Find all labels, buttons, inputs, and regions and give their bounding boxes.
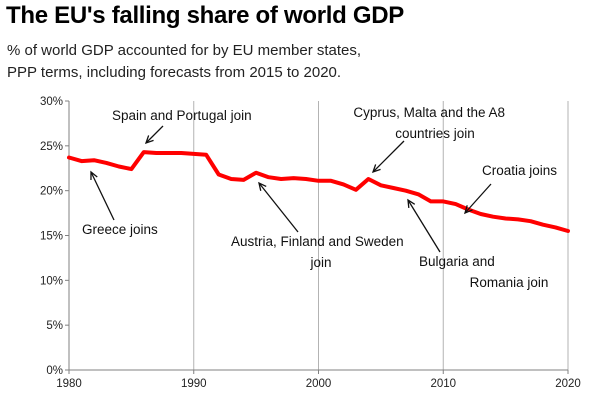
- annotation-label: Spain and Portugal join: [112, 108, 252, 123]
- annotation: Greece joins: [82, 170, 158, 237]
- annotation-label: Cyprus, Malta and the A8: [353, 105, 505, 120]
- annotation-arrowhead: [258, 181, 267, 191]
- annotation-arrow: [407, 199, 441, 253]
- annotation-arrow: [464, 183, 492, 214]
- x-tick-label: 1990: [181, 378, 207, 390]
- annotation-label: Croatia joins: [482, 163, 557, 178]
- annotation-label: countries join: [395, 126, 475, 141]
- annotation: Bulgaria and Romania join: [407, 198, 549, 290]
- y-tick-label: 10%: [40, 275, 63, 287]
- annotation-label: Austria, Finland and Sweden: [231, 234, 404, 249]
- annotation-arrow: [258, 182, 299, 233]
- annotation-label: Greece joins: [82, 222, 158, 237]
- annotation: Spain and Portugal join: [112, 108, 252, 145]
- y-tick-label: 30%: [40, 96, 63, 108]
- y-tick-label: 20%: [40, 186, 63, 198]
- annotation-label: Romania join: [470, 275, 549, 290]
- annotation: Austria, Finland and Sweden join: [231, 181, 404, 270]
- chart-subtitle: % of world GDP accounted for by EU membe…: [7, 42, 362, 81]
- annotation-label: join: [309, 255, 331, 270]
- y-tick-label: 5%: [46, 320, 63, 332]
- x-tick-label: 2000: [306, 378, 332, 390]
- annotation-arrow: [90, 171, 115, 221]
- x-tick-label: 1980: [56, 378, 82, 390]
- y-tick-label: 15%: [40, 231, 63, 243]
- annotation-arrowhead: [371, 164, 381, 174]
- annotation-arrowhead: [407, 198, 416, 209]
- annotation-arrowhead: [464, 205, 473, 215]
- annotation-arrowhead: [144, 135, 154, 145]
- annotation: Croatia joins: [464, 163, 557, 215]
- y-tick-label: 0%: [46, 365, 63, 377]
- annotation-arrow: [145, 125, 164, 144]
- y-tick-label: 25%: [40, 141, 63, 153]
- annotation: Cyprus, Malta and the A8 countries join: [353, 105, 505, 174]
- x-tick-label: 2010: [430, 378, 456, 390]
- annotation-arrow: [372, 140, 405, 173]
- annotation-arrowhead: [90, 170, 98, 181]
- chart-title: The EU's falling share of world GDP: [6, 2, 404, 29]
- annotation-label: Bulgaria and: [419, 254, 495, 269]
- x-tick-label: 2020: [555, 378, 581, 390]
